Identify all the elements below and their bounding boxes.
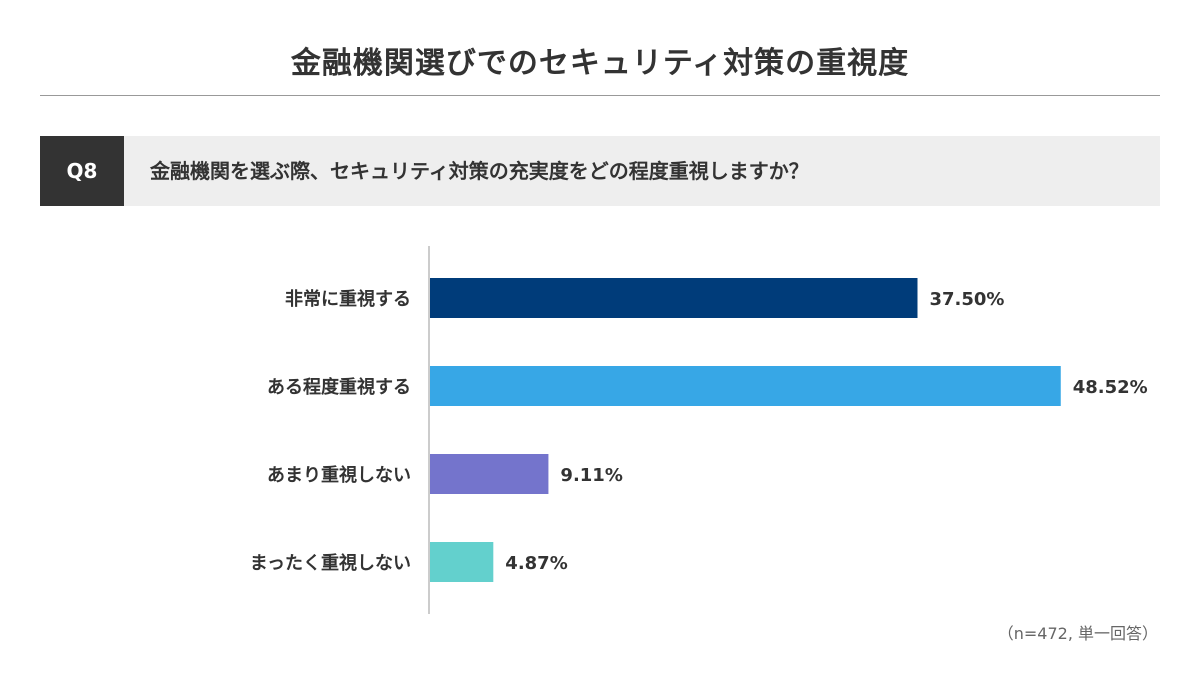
category-label: あまり重視しない <box>267 464 411 486</box>
value-label: 37.50% <box>930 289 1005 310</box>
category-label: 非常に重視する <box>285 288 411 310</box>
bar <box>430 542 494 582</box>
category-label: ある程度重視する <box>267 376 411 398</box>
sample-note: （n=472, 単一回答） <box>997 624 1158 643</box>
bar <box>430 454 549 494</box>
category-label: まったく重視しない <box>250 552 411 574</box>
chart-title: 金融機関選びでのセキュリティ対策の重視度 <box>290 46 910 81</box>
value-label: 48.52% <box>1073 377 1148 398</box>
bar <box>430 366 1061 406</box>
bars-group: 非常に重視する 37.50% ある程度重視する 48.52% あまり重視しない 9.11%… <box>250 278 1148 582</box>
bar <box>430 278 918 318</box>
question-text: 金融機関を選ぶ際、セキュリティ対策の充実度をどの程度重視しますか？ <box>150 159 809 183</box>
title-divider <box>40 95 1160 96</box>
question-number: Q8 <box>40 136 124 206</box>
value-label: 9.11% <box>560 465 622 486</box>
value-label: 4.87% <box>505 553 567 574</box>
question-banner: Q8 金融機関を選ぶ際、セキュリティ対策の充実度をどの程度重視しますか？ <box>40 136 1160 206</box>
